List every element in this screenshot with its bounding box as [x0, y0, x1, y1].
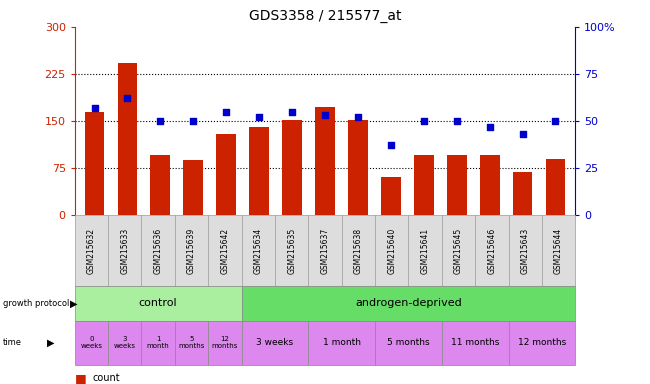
Bar: [84, 112, 105, 215]
Text: GSM215634: GSM215634: [254, 227, 263, 274]
Bar: [282, 120, 302, 215]
Point: [452, 118, 462, 124]
Bar: [348, 120, 368, 215]
Bar: [447, 156, 467, 215]
Bar: [315, 107, 335, 215]
Text: ▶: ▶: [47, 338, 55, 348]
Point: [419, 118, 429, 124]
Bar: [513, 172, 532, 215]
Bar: [414, 156, 434, 215]
Text: androgen-deprived: androgen-deprived: [355, 298, 462, 308]
Text: GSM215641: GSM215641: [421, 227, 430, 274]
Bar: [183, 160, 203, 215]
Title: GDS3358 / 215577_at: GDS3358 / 215577_at: [249, 9, 401, 23]
Text: 0
weeks: 0 weeks: [81, 336, 103, 349]
Text: GSM215639: GSM215639: [187, 227, 196, 274]
Text: GSM215642: GSM215642: [220, 227, 229, 274]
Point: [155, 118, 166, 124]
Text: ■: ■: [75, 383, 86, 384]
Text: GSM215638: GSM215638: [354, 227, 363, 274]
Point: [517, 131, 528, 137]
Text: GSM215632: GSM215632: [87, 227, 96, 274]
Bar: [480, 156, 499, 215]
Bar: [381, 177, 401, 215]
Text: 5 months: 5 months: [387, 338, 430, 347]
Point: [385, 142, 396, 149]
Bar: [118, 63, 137, 215]
Bar: [151, 156, 170, 215]
Point: [188, 118, 198, 124]
Point: [89, 105, 99, 111]
Text: 5
months: 5 months: [178, 336, 205, 349]
Point: [122, 95, 133, 101]
Bar: [249, 127, 269, 215]
Text: GSM215633: GSM215633: [120, 227, 129, 274]
Text: 1 month: 1 month: [322, 338, 361, 347]
Text: ▶: ▶: [70, 298, 77, 308]
Bar: [545, 159, 566, 215]
Text: 1
month: 1 month: [147, 336, 170, 349]
Text: GSM215643: GSM215643: [521, 227, 530, 274]
Text: GSM215640: GSM215640: [387, 227, 396, 274]
Text: control: control: [139, 298, 177, 308]
Bar: [216, 134, 236, 215]
Point: [287, 109, 297, 115]
Text: 12
months: 12 months: [212, 336, 238, 349]
Text: GSM215646: GSM215646: [488, 227, 497, 274]
Text: 11 months: 11 months: [451, 338, 499, 347]
Text: GSM215644: GSM215644: [554, 227, 563, 274]
Point: [254, 114, 265, 120]
Text: count: count: [93, 373, 121, 383]
Point: [353, 114, 363, 120]
Text: GSM215635: GSM215635: [287, 227, 296, 274]
Text: GSM215637: GSM215637: [320, 227, 330, 274]
Text: growth protocol: growth protocol: [3, 299, 70, 308]
Point: [320, 112, 330, 118]
Text: ■: ■: [75, 372, 86, 384]
Point: [551, 118, 561, 124]
Text: time: time: [3, 338, 22, 347]
Point: [484, 124, 495, 130]
Text: GSM215645: GSM215645: [454, 227, 463, 274]
Text: GSM215636: GSM215636: [153, 227, 162, 274]
Text: 3
weeks: 3 weeks: [114, 336, 136, 349]
Text: 3 weeks: 3 weeks: [256, 338, 294, 347]
Point: [221, 109, 231, 115]
Text: 12 months: 12 months: [518, 338, 566, 347]
